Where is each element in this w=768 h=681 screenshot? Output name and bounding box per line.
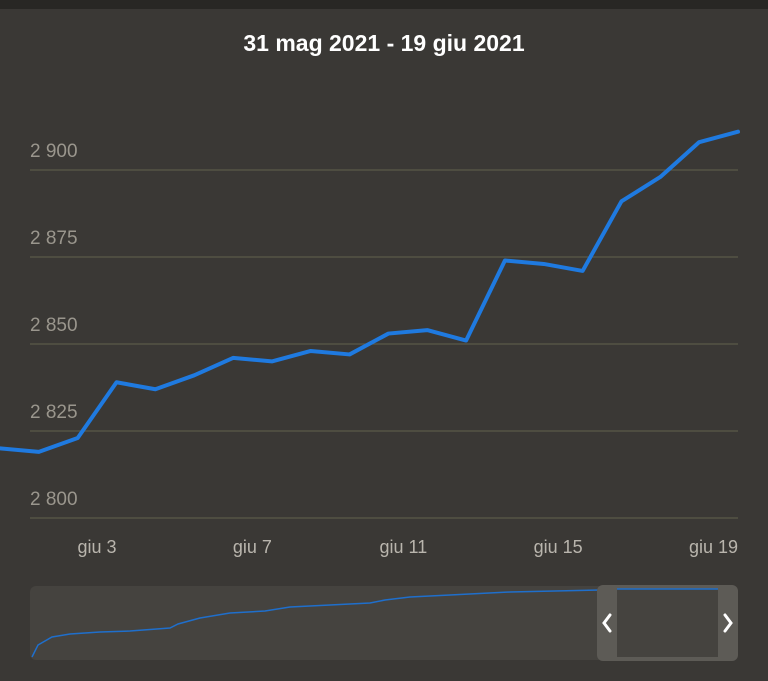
x-tick-label: giu 7: [233, 537, 272, 557]
y-tick-label: 2 800: [30, 489, 78, 510]
y-tick-label: 2 900: [30, 141, 78, 162]
navigator-window: [617, 589, 718, 657]
chevron-right[interactable]: [723, 613, 733, 633]
x-tick-label: giu 3: [77, 537, 116, 557]
navigator-line: [31, 586, 717, 658]
x-tick-label: giu 11: [380, 537, 428, 557]
navigator-track: [30, 586, 738, 660]
top-bar: [0, 0, 768, 9]
price-line: [0, 129, 740, 454]
chevron-left[interactable]: [602, 613, 612, 633]
navigator[interactable]: [30, 585, 738, 661]
chart-title: 31 mag 2021 - 19 giu 2021: [243, 30, 524, 56]
y-tick-label: 2 875: [30, 228, 78, 249]
y-tick-label: 2 850: [30, 315, 78, 336]
x-tick-label: giu 19: [689, 537, 738, 557]
y-tick-label: 2 825: [30, 402, 78, 423]
x-tick-label: giu 15: [534, 537, 583, 557]
plot-area: 2 800 2 825 2 850 2 875 2 900 giu 3 giu 7 giu 1…: [0, 129, 740, 557]
